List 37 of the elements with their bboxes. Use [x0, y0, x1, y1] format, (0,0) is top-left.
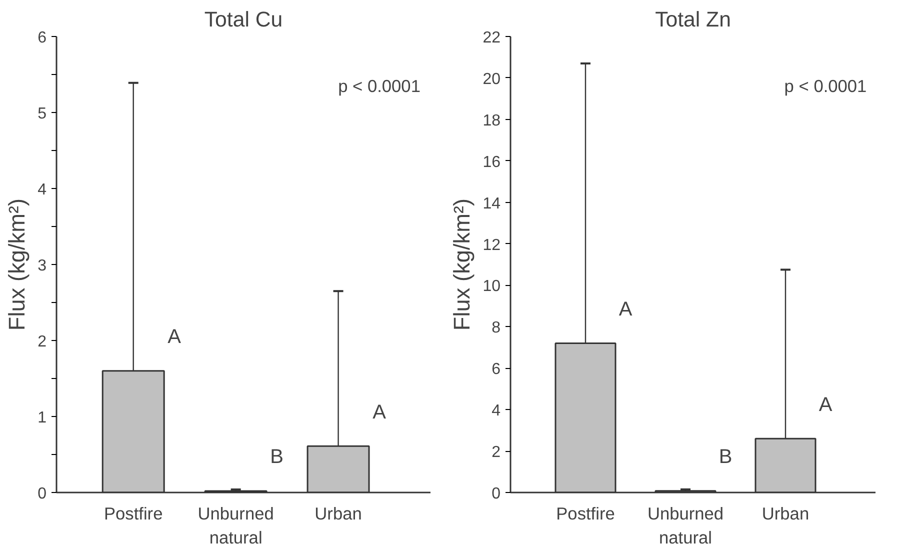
annotation: A: [618, 298, 633, 320]
y-tick-label: 8: [492, 320, 501, 337]
y-axis-title: Flux (kg/km²): [448, 198, 475, 331]
annotation: p < 0.0001: [338, 76, 420, 96]
y-tick-label: 5: [38, 106, 47, 122]
x-tick-label: Unburned natural: [198, 504, 274, 548]
y-tick-label: 18: [482, 112, 501, 130]
chart-title: Total Cu: [204, 8, 283, 32]
x-tick-label: Urban: [314, 504, 362, 524]
x-tick-label: Postfire: [556, 504, 615, 524]
chart-title: Total Zn: [655, 8, 731, 32]
y-tick-label: 14: [482, 195, 501, 212]
y-tick-label: 4: [492, 402, 501, 420]
y-tick-label: 16: [482, 154, 501, 171]
y-tick-label: 4: [38, 182, 47, 198]
y-tick-label: 20: [482, 70, 501, 88]
y-tick-label: 22: [482, 30, 501, 46]
y-tick-label: 6: [492, 361, 501, 378]
y-tick-label: 12: [482, 236, 501, 254]
x-tick-label: Postfire: [104, 504, 163, 524]
y-tick-label: 2: [492, 444, 501, 462]
x-tick-label: Unburned natural: [647, 504, 724, 548]
y-tick-label: 6: [38, 30, 47, 46]
annotation: B: [718, 446, 732, 468]
annotation: B: [270, 446, 284, 468]
y-axis-title: Flux (kg/km²): [4, 198, 30, 331]
annotation: A: [818, 394, 833, 416]
y-tick-label: 1: [38, 410, 47, 426]
x-tick-label: Urban: [762, 504, 810, 524]
annotation: A: [168, 326, 182, 348]
y-tick-label: 10: [482, 278, 501, 296]
y-tick-label: 2: [38, 334, 47, 350]
y-tick-label: 0: [492, 486, 501, 502]
y-tick-label: 3: [38, 258, 47, 274]
annotation: A: [372, 401, 387, 424]
annotation: p < 0.0001: [784, 76, 867, 96]
y-tick-label: 0: [38, 486, 47, 502]
